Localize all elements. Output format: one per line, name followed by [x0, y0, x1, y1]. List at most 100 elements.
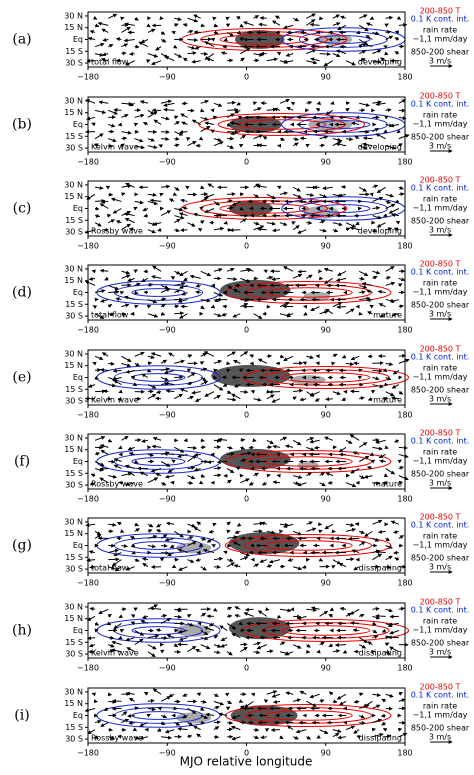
wind-vector: [391, 312, 399, 317]
wind-vector: [134, 200, 144, 205]
wind-vector: [253, 650, 261, 655]
wind-vector: [367, 311, 373, 315]
wind-vector: [143, 213, 148, 218]
wind-vector: [187, 354, 193, 358]
wind-vector: [121, 270, 131, 275]
wind-vector: [108, 727, 114, 732]
wind-vector: [87, 729, 96, 735]
wind-vector: [253, 472, 259, 477]
wind-vector: [195, 283, 201, 288]
wind-vector: [114, 566, 122, 572]
wind-vector: [193, 467, 201, 472]
wind-vector: [385, 608, 393, 613]
wind-vector: [396, 15, 402, 20]
wind-vector: [385, 145, 397, 150]
wind-vector: [134, 528, 140, 533]
wind-vector: [174, 121, 180, 125]
wind-vector: [125, 482, 135, 486]
wind-vector: [325, 308, 334, 315]
wind-vector: [119, 290, 125, 295]
wind-vector: [156, 728, 162, 732]
wind-vector: [160, 288, 171, 293]
wind-vector: [139, 471, 149, 477]
wind-vector: [125, 182, 135, 188]
wind-vector: [164, 56, 175, 62]
y-tick-label: 30 N: [64, 349, 83, 358]
wind-vector: [121, 223, 132, 231]
wind-vector: [375, 439, 386, 444]
phase-label: developing: [358, 227, 402, 236]
wind-vector: [129, 51, 135, 56]
wind-vector: [126, 647, 135, 653]
x-tick-label: −90: [159, 242, 176, 251]
wind-vector: [331, 361, 336, 366]
wind-vector: [345, 557, 355, 562]
wind-vector: [174, 289, 181, 294]
y-tick-label: 30 N: [64, 96, 83, 105]
wind-vector: [213, 734, 220, 739]
wind-vector: [147, 384, 157, 389]
wind-vector: [358, 39, 369, 46]
wind-vector: [198, 543, 204, 548]
x-tick-label: −90: [159, 158, 176, 167]
wind-vector: [240, 218, 247, 224]
wind-vector: [134, 459, 139, 464]
wind-vector: [213, 201, 220, 206]
wind-vector: [345, 527, 357, 532]
wind-vector: [134, 304, 139, 309]
x-tick-label: 180: [397, 495, 412, 504]
wind-vector: [220, 643, 228, 648]
wind-vector: [147, 393, 157, 400]
wind-vector: [272, 20, 281, 26]
wind-vector: [213, 726, 220, 731]
wind-vector: [159, 192, 164, 197]
wind-vector: [213, 368, 218, 373]
wind-vector: [160, 359, 168, 364]
wind-vector: [358, 311, 363, 316]
wind-vector: [390, 520, 400, 525]
wind-vector: [129, 536, 135, 540]
wind-vector: [200, 298, 211, 303]
wind-vector: [385, 565, 392, 570]
wind-vector: [322, 186, 333, 191]
wind-vector: [293, 566, 303, 571]
wind-vector: [385, 265, 395, 272]
wind-vector: [134, 706, 139, 711]
wind-vector: [372, 629, 378, 634]
y-tick-label: Eq: [73, 711, 83, 720]
wind-vector: [191, 119, 201, 125]
wind-vector: [345, 222, 357, 228]
wind-vector: [240, 458, 247, 463]
wind-vector: [174, 186, 180, 191]
wind-vector: [200, 99, 209, 104]
wind-vector: [336, 693, 347, 700]
wind-vector: [147, 111, 158, 118]
x-tick-label: −180: [77, 158, 99, 167]
wind-vector: [318, 529, 323, 534]
wind-vector: [332, 649, 341, 654]
wind-vector: [236, 101, 241, 106]
wind-vector: [187, 480, 194, 485]
wind-vector: [272, 480, 281, 485]
wind-vector: [358, 455, 370, 462]
wind-vector: [394, 30, 400, 35]
wind-vector: [253, 193, 260, 198]
wind-vector: [108, 565, 116, 570]
wind-vector: [160, 311, 166, 316]
wind-vector: [266, 221, 276, 226]
wind-vector: [161, 735, 173, 740]
wind-vector: [335, 277, 347, 282]
wind-vector: [125, 60, 135, 66]
wind-vector: [345, 107, 350, 112]
wind-vector: [292, 193, 302, 199]
wind-vector: [249, 354, 254, 359]
wind-vector: [385, 276, 392, 280]
phase-label: developing: [358, 58, 402, 67]
wind-vector: [92, 15, 98, 20]
wind-vector: [187, 395, 195, 400]
wind-vector: [100, 367, 109, 372]
x-tick-label: 180: [397, 73, 412, 82]
wind-vector: [195, 398, 201, 402]
wind-vector: [239, 23, 244, 28]
wind-vector: [299, 690, 307, 695]
